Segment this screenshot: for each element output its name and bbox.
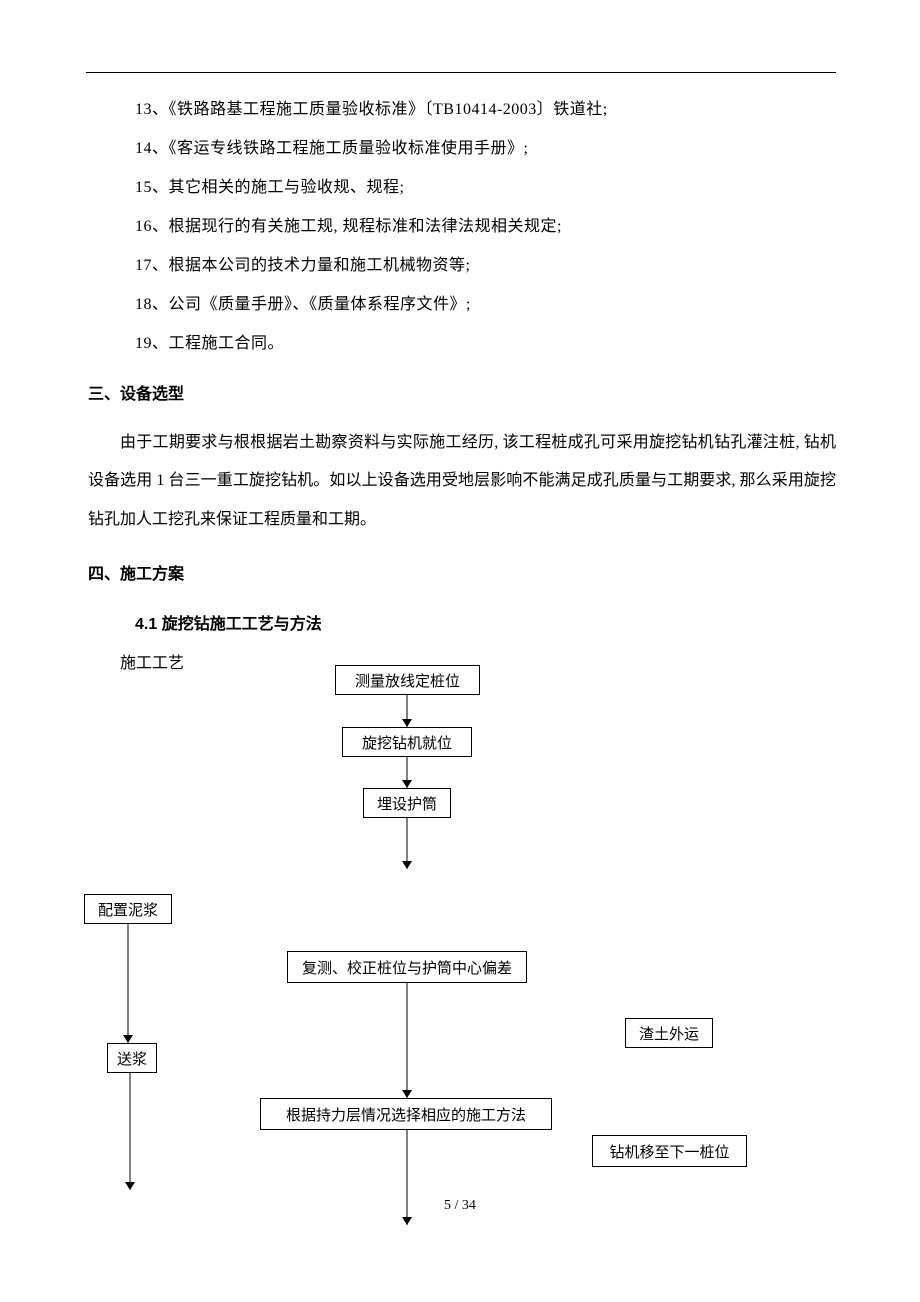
flow-node-n7: 根据持力层情况选择相应的施工方法 — [260, 1098, 552, 1130]
list-item-13: 13、《铁路路基工程施工质量验收标准》〔TB10414-2003〕铁道社; — [135, 95, 608, 119]
flow-node-n3: 埋设护筒 — [363, 788, 451, 818]
flow-node-n6: 送浆 — [107, 1043, 157, 1073]
header-rule — [86, 72, 836, 73]
heading-section-3: 三、设备选型 — [88, 380, 184, 404]
flow-node-n2: 旋挖钻机就位 — [342, 727, 472, 757]
list-item-16: 16、根据现行的有关施工规, 规程标准和法律法规相关规定; — [135, 212, 562, 236]
page-container: 13、《铁路路基工程施工质量验收标准》〔TB10414-2003〕铁道社; 14… — [0, 0, 920, 1302]
paragraph-equipment: 由于工期要求与根根据岩土勘察资料与实际施工经历, 该工程桩成孔可采用旋挖钻机钻孔… — [88, 424, 836, 539]
flow-node-n4: 配置泥浆 — [84, 894, 172, 924]
list-item-19: 19、工程施工合同。 — [135, 329, 284, 353]
flow-node-n1: 测量放线定桩位 — [335, 665, 480, 695]
page-number: 5 / 34 — [0, 1198, 920, 1214]
flow-node-n8: 渣土外运 — [625, 1018, 713, 1048]
list-item-14: 14、《客运专线铁路工程施工质量验收标准使用手册》; — [135, 134, 528, 158]
list-item-17: 17、根据本公司的技术力量和施工机械物资等; — [135, 251, 470, 275]
list-item-15: 15、其它相关的施工与验收规、规程; — [135, 173, 404, 197]
heading-sub-41: 4.1 旋挖钻施工工艺与方法 — [135, 610, 322, 634]
list-item-18: 18、公司《质量手册》、《质量体系程序文件》; — [135, 290, 471, 314]
flow-node-n5: 复测、校正桩位与护筒中心偏差 — [287, 951, 527, 983]
label-proc: 施工工艺 — [120, 649, 184, 673]
heading-section-4: 四、施工方案 — [88, 560, 184, 584]
flow-node-n9: 钻机移至下一桩位 — [592, 1135, 747, 1167]
